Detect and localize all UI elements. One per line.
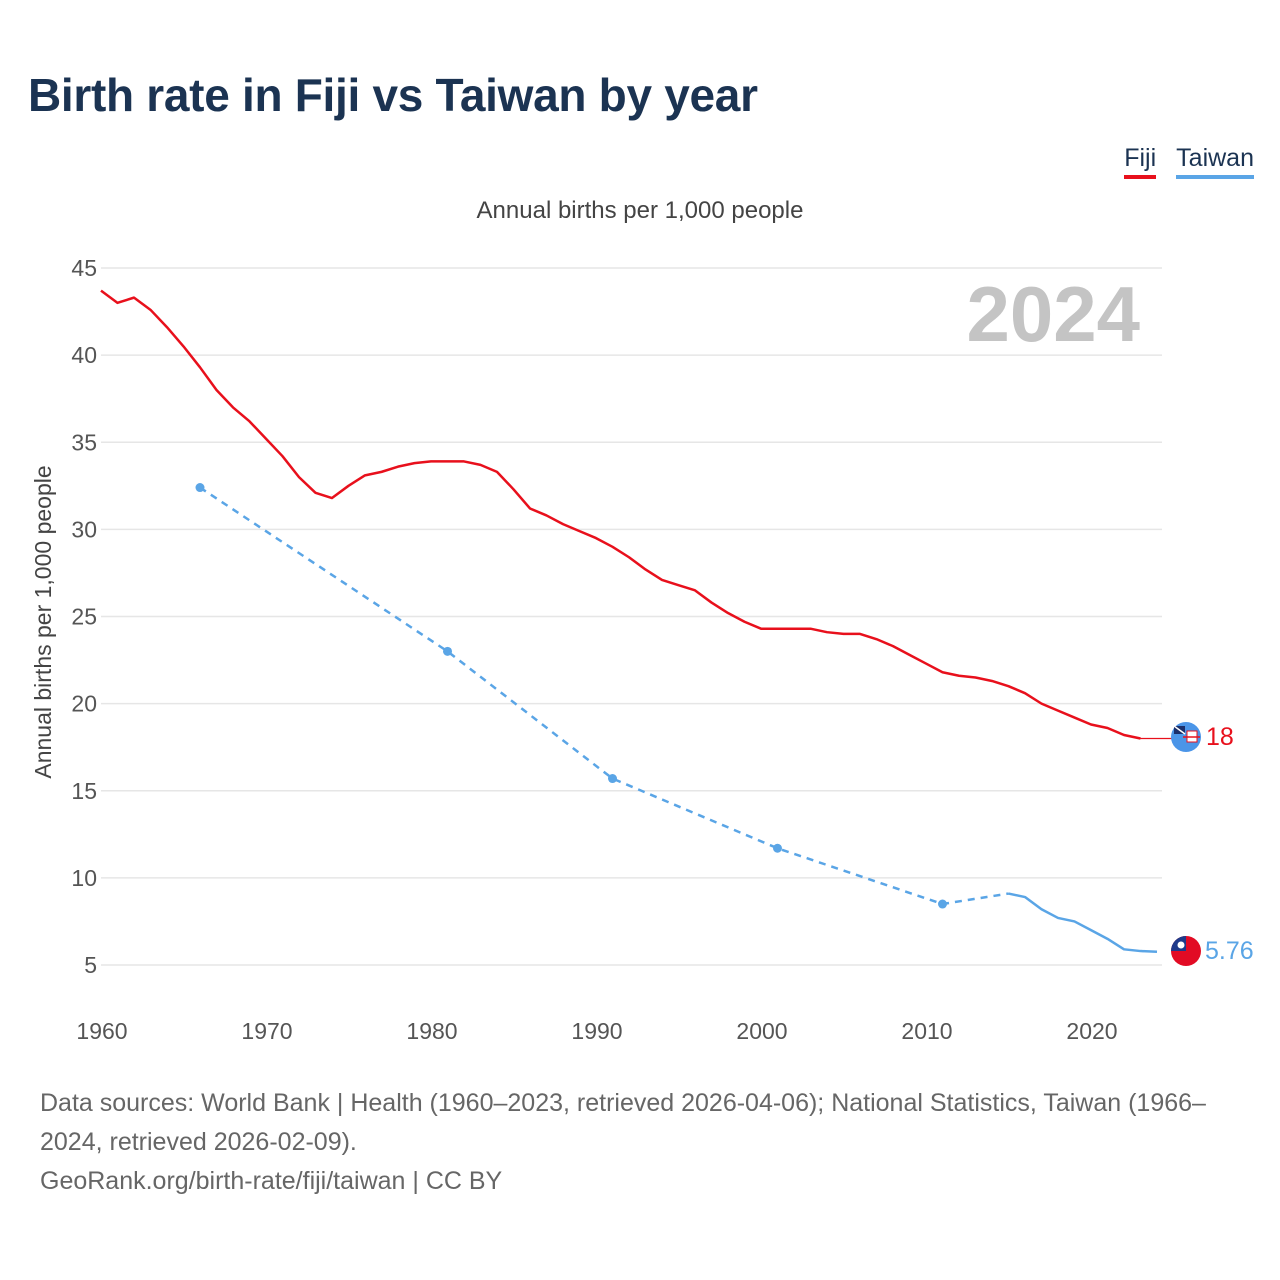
x-tick-label: 2000 [736, 1018, 787, 1044]
data-point-taiwan [443, 646, 452, 656]
y-tick-label: 30 [71, 516, 97, 542]
series-group [100, 289, 1186, 954]
y-tick-label: 10 [71, 865, 97, 891]
chart-subtitle: Annual births per 1,000 people [476, 197, 804, 224]
y-tick-label: 35 [71, 429, 97, 455]
legend-item-taiwan[interactable]: Taiwan [1176, 144, 1254, 179]
legend-item-fiji[interactable]: Fiji [1124, 144, 1157, 179]
data-point-taiwan [195, 483, 205, 493]
x-tick-label: 1990 [571, 1018, 622, 1044]
data-point-taiwan [608, 774, 617, 784]
chart-title: Birth rate in Fiji vs Taiwan by year [28, 69, 758, 121]
taiwan-end-value: 5.76 [1205, 937, 1254, 965]
y-tick-label: 15 [71, 778, 97, 804]
end-markers: 185.76 [1171, 722, 1254, 966]
year-watermark: 2024 [966, 270, 1140, 358]
x-tick-label: 1980 [406, 1018, 457, 1044]
fiji-end-value: 18 [1206, 723, 1234, 751]
y-tick-label: 45 [71, 255, 97, 281]
series-line-fiji [100, 289, 1141, 740]
y-tick-label: 5 [84, 952, 97, 978]
y-tick-label: 25 [71, 604, 97, 630]
y-tick-label: 40 [71, 342, 97, 368]
data-sources: Data sources: World Bank | Health (1960–… [40, 1089, 1206, 1156]
x-tick-label: 1970 [241, 1018, 292, 1044]
footer: Data sources: World Bank | Health (1960–… [40, 1084, 1250, 1201]
y-axis: 5 10 15 20 25 30 35 40 45 [71, 255, 97, 978]
data-point-taiwan [773, 843, 782, 853]
grid-lines [101, 267, 1162, 966]
credit-link[interactable]: GeoRank.org/birth-rate/fiji/taiwan | CC … [40, 1167, 503, 1195]
y-tick-label: 20 [71, 691, 97, 717]
x-tick-label: 2020 [1066, 1018, 1117, 1044]
x-axis: 1960 1970 1980 1990 2000 2010 2020 [76, 1018, 1117, 1044]
series-line-taiwan-interpolated [199, 486, 1009, 906]
y-axis-label: Annual births per 1,000 people [30, 465, 56, 778]
x-tick-label: 1960 [76, 1018, 127, 1044]
fiji-flag-stripe [1173, 725, 1186, 735]
series-line-taiwan [1008, 892, 1158, 954]
legend: Fiji Taiwan [1124, 144, 1254, 179]
x-tick-label: 2010 [901, 1018, 952, 1044]
data-point-taiwan [938, 899, 947, 909]
taiwan-flag-sun [1177, 941, 1185, 949]
